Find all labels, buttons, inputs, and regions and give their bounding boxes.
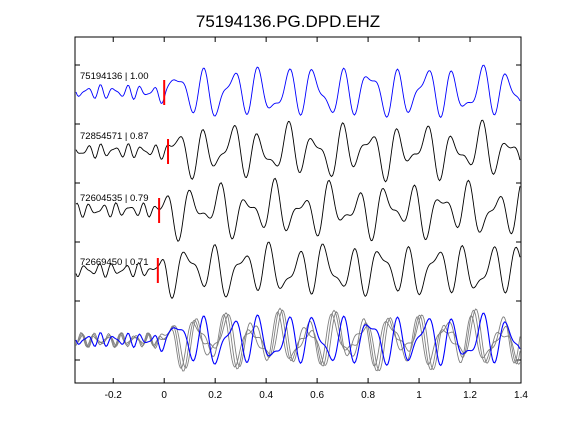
- x-tick-label: 0.6: [310, 390, 324, 401]
- overlay-trace-3: [75, 307, 521, 372]
- x-tick-label: 0.4: [259, 390, 273, 401]
- trace-label-2: 72854571 | 0.87: [80, 131, 149, 142]
- trace-line-2: [75, 119, 521, 183]
- x-tick-label: 1.4: [514, 390, 528, 401]
- overlay-trace-2: [75, 308, 521, 372]
- chart-title: 75194136.PG.DPD.EHZ: [196, 12, 380, 31]
- overlay-trace-1: [75, 312, 521, 367]
- trace-line-3: [75, 177, 521, 242]
- x-tick-label: 0.2: [208, 390, 222, 401]
- plot-frame: [74, 36, 522, 384]
- x-tick-label: 0.8: [361, 390, 375, 401]
- trace-label-4: 72669450 | 0.71: [80, 257, 149, 268]
- trace-label-1: 75194136 | 1.00: [80, 71, 149, 82]
- x-tick-label: -0.2: [105, 390, 123, 401]
- x-tick-label: 1: [416, 390, 422, 401]
- x-tick-label: 1.2: [463, 390, 477, 401]
- trace-line-4: [75, 241, 521, 300]
- x-tick-label: 0: [161, 390, 167, 401]
- trace-label-3: 72604535 | 0.79: [80, 193, 149, 204]
- plot-area: -0.2 0 0.2 0.4 0.6 0.8 1 1.2 1.4 75194136 | 1.00 7…: [74, 36, 528, 401]
- trace-line-1: [75, 64, 521, 119]
